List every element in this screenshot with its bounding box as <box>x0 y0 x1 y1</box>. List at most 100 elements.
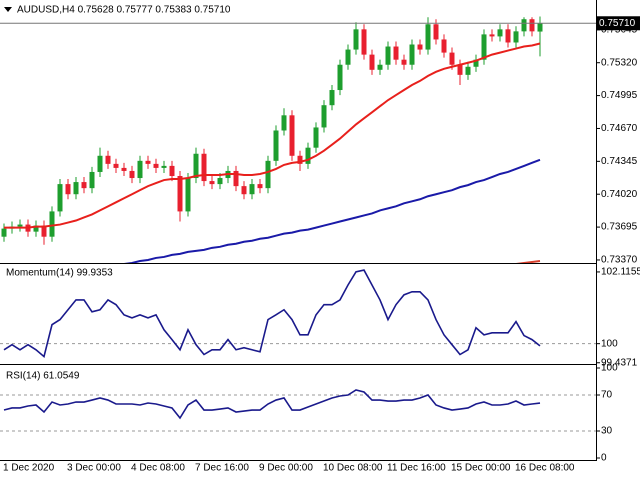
candle-body <box>441 39 447 53</box>
candle-body <box>161 165 167 168</box>
candle-body <box>177 176 183 212</box>
candle-body <box>409 44 415 65</box>
x-tick-label: 7 Dec 16:00 <box>195 463 249 474</box>
candle-body <box>385 46 391 65</box>
moving-average <box>124 158 541 263</box>
candle-body <box>193 153 199 179</box>
candle-body <box>521 19 527 32</box>
candle-body <box>241 186 247 195</box>
x-tick-label: 3 Dec 00:00 <box>67 463 121 474</box>
y-tick-label: 0.74020 <box>601 189 638 200</box>
candle-body <box>497 29 503 37</box>
candle-body <box>41 225 47 237</box>
candle-body <box>473 59 479 67</box>
candle-body <box>65 184 71 195</box>
y-tick-label: 99.4371 <box>601 357 638 368</box>
indicator-panel <box>3 389 541 420</box>
candle-body <box>457 64 463 75</box>
moving-average <box>4 42 541 229</box>
x-tick-label: 9 Dec 00:00 <box>259 463 313 474</box>
momentum-title: Momentum(14) 99.9353 <box>6 268 113 279</box>
candle-body <box>265 160 271 189</box>
candle-body <box>185 178 191 212</box>
candle-body <box>97 155 103 172</box>
candle-body <box>537 23 543 32</box>
candle-body <box>153 163 159 168</box>
rsi-title: RSI(14) 61.0549 <box>6 371 80 382</box>
candle-body <box>481 34 487 60</box>
x-tick-label: 16 Dec 08:00 <box>515 463 575 474</box>
bid-label-box <box>597 16 640 31</box>
candle-body <box>505 29 511 43</box>
y-tick-label: 0.74995 <box>601 90 638 101</box>
candle-body <box>529 19 535 32</box>
candle-body <box>369 54 375 70</box>
y-tick-label: 100 <box>601 363 618 374</box>
candle-body <box>257 184 263 189</box>
y-tick-label: 0.73370 <box>601 255 638 266</box>
x-tick-label: 10 Dec 08:00 <box>323 463 383 474</box>
candle-body <box>145 160 151 164</box>
y-tick-label: 102.1155 <box>601 267 640 278</box>
candle-body <box>81 182 87 189</box>
indicator-panel <box>3 269 541 359</box>
y-tick-label: 0.74670 <box>601 123 638 134</box>
candle-body <box>465 66 471 75</box>
candle-body <box>137 160 143 179</box>
candle-body <box>377 64 383 70</box>
candle-body <box>449 52 455 65</box>
candle-body <box>513 31 519 43</box>
candle-body <box>57 184 63 212</box>
candle-body <box>105 155 111 164</box>
y-tick-label: 0 <box>601 453 607 464</box>
candle-body <box>217 178 223 185</box>
candle-body <box>73 182 79 195</box>
candle-body <box>121 167 127 171</box>
candle-body <box>209 181 215 185</box>
indicator-line <box>3 389 541 420</box>
candle-body <box>337 64 343 91</box>
y-tick-label: 0.75320 <box>601 57 638 68</box>
x-tick-label: 15 Dec 00:00 <box>451 463 511 474</box>
candle-body <box>17 224 23 227</box>
candle-body <box>433 24 439 40</box>
x-tick-label: 4 Dec 08:00 <box>131 463 185 474</box>
candle-body <box>273 130 279 161</box>
candle-body <box>417 44 423 50</box>
candle-body <box>297 155 303 164</box>
candle-body <box>393 46 399 60</box>
x-tick-label: 11 Dec 16:00 <box>387 463 446 474</box>
candle-body <box>33 225 39 232</box>
candle-body <box>89 171 95 189</box>
candle-body <box>49 211 55 237</box>
chart-title: AUDUSD,H4 0.75628 0.75777 0.75383 0.7571… <box>17 5 231 16</box>
y-tick-label: 100 <box>601 338 618 349</box>
candle-body <box>321 105 327 128</box>
indicator-line <box>3 269 541 359</box>
price-panel <box>1 16 543 263</box>
candle-body <box>289 115 295 156</box>
candle-body <box>329 90 335 106</box>
candle-body <box>313 127 319 148</box>
candle-body <box>129 170 135 179</box>
candle-body <box>1 228 7 237</box>
y-tick-label: 0.74345 <box>601 156 638 167</box>
candle-body <box>345 49 351 65</box>
candle-body <box>233 170 239 187</box>
moving-average <box>516 259 541 263</box>
candle-body <box>169 165 175 177</box>
candle-body <box>201 153 207 182</box>
y-tick-label: 70 <box>601 390 613 401</box>
x-tick-label: 1 Dec 2020 <box>3 463 55 474</box>
bid-label: 0.75710 <box>599 18 636 29</box>
candle-body <box>113 163 119 168</box>
candle-body <box>353 29 359 50</box>
candle-body <box>425 24 431 50</box>
candle-body <box>281 115 287 131</box>
candle-body <box>489 34 495 37</box>
candle-body <box>361 29 367 55</box>
menu-triangle[interactable] <box>4 7 12 12</box>
y-tick-label: 0.73695 <box>601 222 638 233</box>
